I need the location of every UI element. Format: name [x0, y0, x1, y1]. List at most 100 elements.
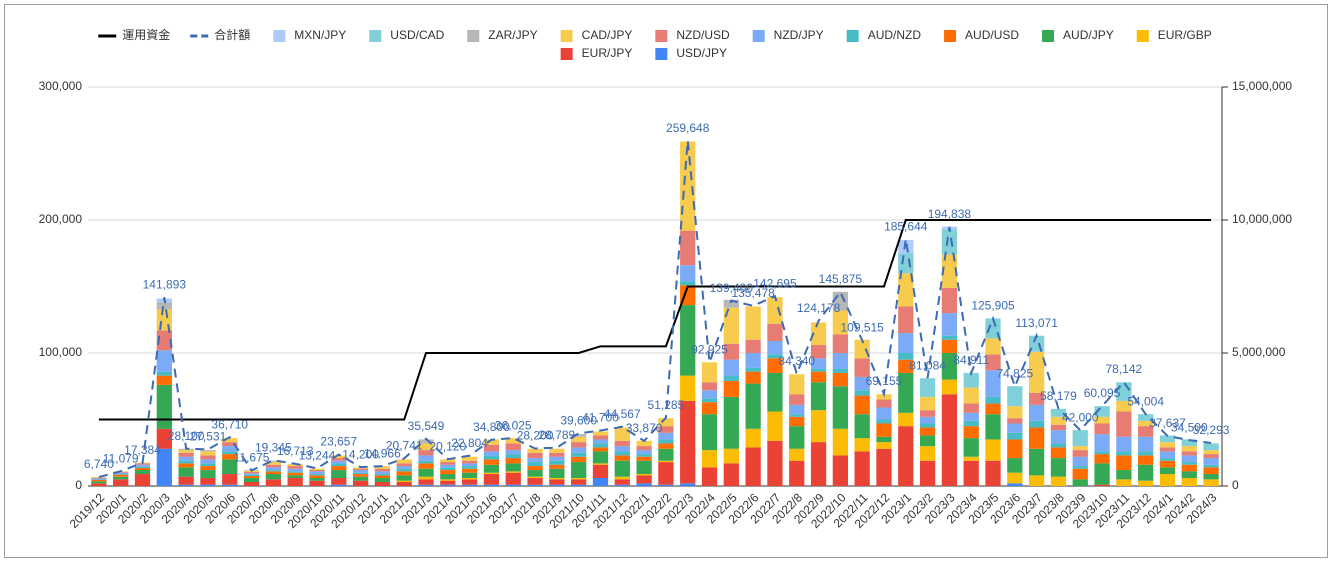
- data-label: 16,713: [277, 444, 314, 458]
- bar-segment: [1138, 464, 1154, 481]
- bar-segment: [527, 448, 543, 453]
- bar-segment: [919, 410, 936, 417]
- bar-segment: [1203, 474, 1219, 480]
- bar-segment: [767, 440, 783, 486]
- bar-segment: [592, 431, 609, 436]
- bar-segment: [1007, 418, 1023, 424]
- data-label: 84,911: [953, 353, 989, 367]
- bar-segment: [614, 440, 630, 447]
- bar-segment: [1072, 466, 1088, 469]
- bar-segment: [614, 451, 630, 456]
- data-label: 41,700: [582, 411, 619, 425]
- bar-segment: [134, 468, 151, 471]
- bar-segment: [854, 390, 870, 396]
- bar-segment: [854, 376, 870, 391]
- bar-segment: [527, 466, 543, 471]
- bar-segment: [331, 455, 347, 459]
- bar-segment: [854, 438, 870, 452]
- bar-segment: [1159, 447, 1176, 452]
- bar-segment: [941, 339, 958, 353]
- bar-segment: [462, 456, 478, 461]
- bar-segment: [462, 466, 478, 469]
- bar-segment: [723, 307, 739, 344]
- bar-segment: [265, 460, 281, 463]
- bar-segment: [309, 475, 325, 479]
- bar-segment: [941, 335, 958, 340]
- bar-segment: [1050, 476, 1067, 486]
- bar-segment: [1072, 468, 1088, 480]
- bar-segment: [331, 458, 347, 461]
- bar-segment: [1029, 404, 1045, 421]
- data-label: 27,531: [190, 430, 227, 444]
- bar-segment: [418, 476, 434, 480]
- bar-segment: [592, 435, 609, 440]
- bar-segment: [876, 407, 892, 420]
- bar-segment: [1094, 406, 1110, 417]
- bar-segment: [701, 382, 718, 391]
- bar-segment: [767, 354, 783, 359]
- bar-segment: [200, 484, 216, 486]
- bar-segment: [658, 484, 674, 486]
- bar-segment: [571, 436, 587, 443]
- bar-segment: [1138, 455, 1154, 465]
- bar-segment: [222, 451, 238, 455]
- bar-segment: [287, 472, 303, 476]
- legend-label: NZD/JPY: [774, 28, 824, 42]
- bar-segment: [505, 450, 521, 455]
- bar-segment: [723, 299, 739, 308]
- bar-segment: [898, 333, 914, 353]
- bar-segment: [919, 427, 936, 436]
- bar-segment: [636, 483, 652, 486]
- data-label: 14,200: [342, 447, 379, 461]
- bar-segment: [701, 414, 718, 451]
- bar-segment: [1159, 435, 1176, 443]
- legend-swatch: [846, 30, 859, 42]
- legend-label: MXN/JPY: [294, 28, 346, 42]
- data-label: 20,120: [429, 439, 466, 453]
- bar-segment: [113, 476, 129, 480]
- bar-segment: [156, 375, 172, 385]
- bar-segment: [352, 470, 369, 473]
- bar-segment: [1050, 443, 1067, 448]
- bar-segment: [592, 451, 609, 464]
- bar-segment: [636, 475, 652, 484]
- bar-segment: [134, 470, 151, 475]
- bar-segment: [614, 455, 630, 461]
- bar-segment: [440, 464, 456, 468]
- bar-segment: [178, 460, 194, 464]
- data-label: 125,905: [971, 299, 1015, 313]
- bar-segment: [898, 306, 914, 334]
- bar-segment: [1203, 450, 1219, 455]
- bar-segment: [636, 454, 652, 457]
- bar-segment: [222, 442, 238, 447]
- data-label: 14,966: [364, 446, 401, 460]
- bar-segment: [701, 398, 718, 403]
- bar-segment: [571, 447, 587, 453]
- bar-segment: [505, 471, 521, 473]
- bar-segment: [200, 459, 216, 464]
- bar-segment: [1138, 426, 1154, 437]
- legend-label: CAD/JPY: [582, 28, 633, 42]
- bar-segment: [636, 446, 652, 451]
- bar-segment: [680, 285, 696, 306]
- bar-segment: [483, 472, 500, 475]
- bar-segment: [680, 281, 696, 286]
- bar-segment: [963, 412, 979, 421]
- bar-segment: [767, 323, 783, 342]
- bar-segment: [1072, 430, 1088, 447]
- bar-segment: [723, 448, 739, 464]
- bar-segment: [571, 452, 587, 457]
- bar-segment: [1029, 475, 1045, 486]
- bar-segment: [113, 474, 129, 477]
- legend-item: NZD/JPY: [752, 28, 824, 42]
- legend-swatch: [1042, 30, 1055, 42]
- bar-segment: [1007, 483, 1023, 486]
- bar-segment: [1072, 446, 1088, 451]
- data-label: 135,478: [731, 286, 775, 300]
- legend-item: AUD/JPY: [1042, 28, 1114, 42]
- bar-segment: [265, 471, 281, 475]
- bar-segment: [1138, 420, 1154, 427]
- bar-segment: [462, 468, 478, 473]
- legend-swatch: [944, 30, 957, 42]
- bar-segment: [898, 273, 914, 307]
